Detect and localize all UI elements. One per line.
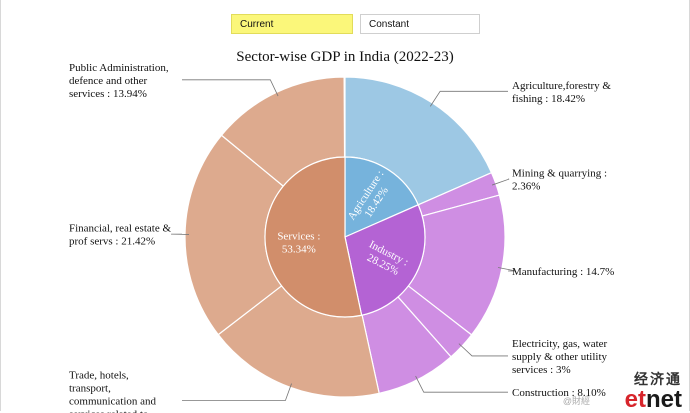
outer-label-4: Construction : 8.10%: [512, 387, 606, 399]
leader-line-7: [182, 79, 279, 97]
constant-toggle-button[interactable]: Constant: [360, 14, 480, 34]
current-toggle-button[interactable]: Current: [231, 14, 353, 34]
watermark-handle: @財經: [562, 396, 590, 406]
leader-line-4: [415, 375, 508, 393]
watermark-chinese-text: 经济通: [634, 371, 682, 387]
chart-title: Sector-wise GDP in India (2022-23): [236, 49, 454, 65]
inner-segment-services[interactable]: [264, 156, 363, 318]
outer-label-3: Electricity, gas, water supply & other ut…: [512, 338, 608, 376]
watermark-brand-e: et: [624, 386, 646, 413]
outer-label-2: Manufacturing : 14.7%: [512, 266, 614, 278]
leader-line-3: [458, 343, 508, 357]
outer-label-5: Trade, hotels, transport, communication an…: [69, 369, 168, 413]
watermark-brand-net: net: [646, 386, 682, 413]
watermark-logo: 经济通 etnet: [624, 369, 682, 413]
outer-label-6: Financial, real estate & prof servs : 21.…: [69, 223, 171, 248]
outer-label-0: Agriculture,forestry & fishing : 18.42%: [512, 80, 611, 105]
leader-line-0: [429, 90, 508, 107]
inner-segment-agriculture[interactable]: [344, 156, 420, 238]
inner-segment-industry[interactable]: [344, 204, 426, 316]
outer-label-7: Public Administration, defence and other s…: [69, 62, 169, 100]
inner-label-services: Services :53.34%: [277, 231, 320, 256]
watermark-brand: etnet: [624, 386, 682, 413]
leader-line-5: [182, 383, 292, 401]
leader-line-1: [491, 178, 510, 186]
outer-label-1: Mining & quarrying :2.36%: [512, 168, 607, 193]
leader-line-2: [497, 267, 516, 272]
